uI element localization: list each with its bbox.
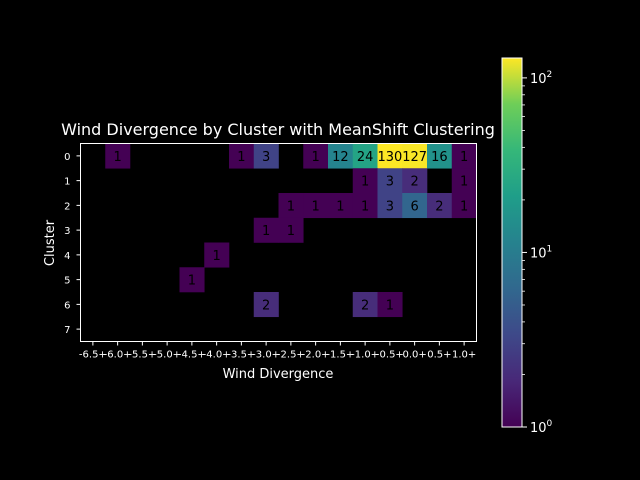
- cell-value-label: 1: [287, 224, 295, 239]
- y-tick-label: 1: [64, 177, 70, 188]
- heatmap-cell: [303, 193, 329, 219]
- x-tick-label: 0.5+: [427, 350, 451, 361]
- x-tick-label: -3.5+: [227, 350, 255, 361]
- heatmap-cell: [377, 143, 403, 169]
- cell-value-label: 12: [332, 150, 349, 165]
- colorbar-tick-label: 102: [530, 70, 552, 87]
- x-tick-label: -2.5+: [277, 350, 305, 361]
- heatmap-cell: [328, 193, 354, 219]
- y-tick-label: 2: [64, 201, 70, 212]
- cell-value-label: 3: [262, 150, 270, 165]
- plot-frame: [80, 143, 477, 342]
- y-tick-label: 5: [64, 276, 70, 287]
- cell-value-label: 1: [262, 224, 270, 239]
- x-tick-label: -6.5+: [79, 350, 107, 361]
- heatmap-cell: [229, 143, 255, 169]
- cell-value-label: 1: [311, 150, 319, 165]
- cell-value-label: 1: [460, 199, 468, 214]
- heatmap-cell: [253, 143, 279, 169]
- x-tick-label: -2.0+: [302, 350, 330, 361]
- cell-value-label: 24: [357, 150, 374, 165]
- heatmap-cell: [105, 143, 131, 169]
- heatmap-cell: [278, 217, 304, 243]
- x-tick-label: 0.0+: [402, 350, 426, 361]
- cell-value-label: 1: [361, 175, 369, 190]
- cell-value-label: 16: [431, 150, 448, 165]
- cell-value-label: 3: [386, 199, 394, 214]
- heatmap-cell: [402, 143, 428, 169]
- y-tick-label: 0: [64, 152, 70, 163]
- cell-value-label: 130: [377, 150, 402, 165]
- heatmap-cell: [253, 217, 279, 243]
- heatmap-cell: [328, 143, 354, 169]
- cell-value-label: 3: [386, 175, 394, 190]
- heatmap-cell: [451, 168, 477, 194]
- cell-value-label: 2: [262, 298, 270, 313]
- cell-value-label: 1: [361, 199, 369, 214]
- x-tick-label: -1.5+: [326, 350, 354, 361]
- heatmap-cell: [402, 168, 428, 194]
- heatmap-cell: [377, 292, 403, 318]
- chart-title: Wind Divergence by Cluster with MeanShif…: [61, 120, 495, 139]
- heatmap-cell: [377, 168, 403, 194]
- heatmap-cell: [451, 193, 477, 219]
- x-tick-label: 1.0+: [452, 350, 476, 361]
- x-tick-label: -5.0+: [153, 350, 181, 361]
- colorbar: [501, 57, 523, 428]
- x-tick-label: -5.5+: [128, 350, 156, 361]
- colorbar-tick-label: 100: [530, 419, 553, 436]
- x-axis-label: Wind Divergence: [223, 367, 334, 382]
- cell-value-label: 6: [410, 199, 418, 214]
- heatmap-cell: [278, 193, 304, 219]
- cell-value-label: 2: [361, 298, 369, 313]
- heatmap-cell: [352, 193, 378, 219]
- cell-value-label: 1: [237, 150, 245, 165]
- x-tick-label: -4.5+: [178, 350, 206, 361]
- y-axis-ticks: 0 1 2 3 4 5 6 7: [64, 152, 81, 336]
- cell-value-label: 127: [402, 150, 427, 165]
- cell-value-label: 1: [287, 199, 295, 214]
- colorbar-tick-label: 101: [530, 244, 552, 261]
- x-tick-label: -0.5+: [376, 350, 404, 361]
- heatmap-cell: [427, 193, 453, 219]
- y-tick-label: 7: [64, 325, 70, 336]
- heatmap-cell: [352, 143, 378, 169]
- heatmap-cell: [253, 292, 279, 318]
- heatmap-cell: [204, 242, 230, 268]
- cell-value-label: 1: [212, 249, 220, 264]
- x-axis-ticks: -6.5+-6.0+-5.5+-5.0+-4.5+-4.0+-3.5+-3.0+…: [79, 341, 476, 361]
- x-tick-label: -6.0+: [104, 350, 132, 361]
- cell-value-label: 1: [336, 199, 344, 214]
- heatmap-cell: [402, 193, 428, 219]
- y-tick-label: 4: [64, 251, 70, 262]
- cell-value-label: 1: [113, 150, 121, 165]
- cell-value-label: 1: [311, 199, 319, 214]
- heatmap-cell: [427, 143, 453, 169]
- heatmap-cell: [451, 143, 477, 169]
- heatmap-cell: [303, 143, 329, 169]
- cell-value-label: 1: [386, 298, 394, 313]
- cell-value-label: 1: [188, 274, 196, 289]
- y-axis-label: Cluster: [43, 219, 58, 266]
- cell-value-label: 1: [460, 150, 468, 165]
- heatmap-cell: [377, 193, 403, 219]
- y-tick-label: 6: [64, 300, 70, 311]
- heatmap-cell: [179, 267, 205, 293]
- heatmap-cell: [352, 292, 378, 318]
- cell-value-label: 2: [435, 199, 443, 214]
- cell-value-label: 2: [410, 175, 418, 190]
- colorbar-ticks: 100 101 102: [522, 70, 553, 436]
- heatmap-cell: [352, 168, 378, 194]
- y-tick-label: 3: [64, 226, 70, 237]
- x-tick-label: -1.0+: [351, 350, 379, 361]
- x-tick-label: -4.0+: [203, 350, 231, 361]
- x-tick-label: -3.0+: [252, 350, 280, 361]
- cell-value-label: 1: [460, 175, 468, 190]
